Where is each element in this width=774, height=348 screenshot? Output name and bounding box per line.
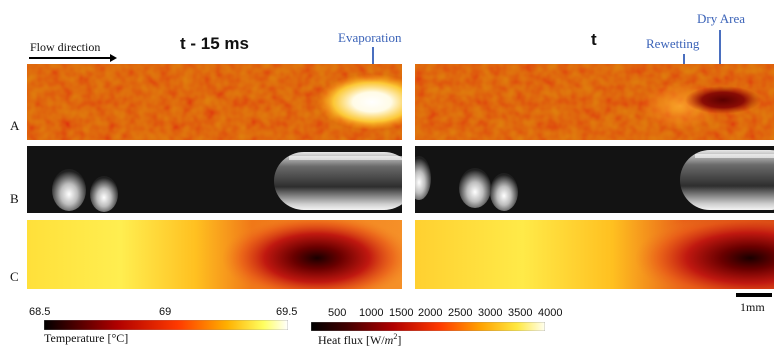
evaporation-annotation: Evaporation <box>338 30 402 45</box>
hf-tick-8: 4000 <box>538 307 563 319</box>
right-panel-title: t <box>591 30 597 49</box>
hf-tick-2: 1000 <box>359 307 384 319</box>
camera-image-right <box>415 146 774 213</box>
heat-flux-scale-label: Heat flux [W/m2] <box>318 332 402 347</box>
flow-arrow-icon <box>29 54 117 62</box>
heat-flux-map-left <box>27 220 402 289</box>
hf-tick-7: 3500 <box>508 307 533 319</box>
rewetting-annotation: Rewetting <box>646 36 700 51</box>
temperature-map-left <box>27 64 402 140</box>
temperature-map-right <box>415 64 774 140</box>
left-panel-title: t - 15 ms <box>180 34 249 53</box>
temp-tick-1: 68.5 <box>29 306 51 318</box>
hf-tick-6: 3000 <box>478 307 503 319</box>
heat-flux-map-right <box>415 220 774 289</box>
hf-tick-3: 1500 <box>389 307 414 319</box>
row-label-b: B <box>10 191 19 206</box>
temperature-scale-label: Temperature [°C] <box>44 331 129 345</box>
temp-tick-2: 69 <box>159 306 172 318</box>
scale-bar <box>736 293 772 297</box>
heat-flux-colorbar <box>311 322 545 331</box>
dry-area-annotation: Dry Area <box>697 11 746 26</box>
temp-tick-3: 69.5 <box>276 306 298 318</box>
camera-image-left <box>27 146 402 213</box>
row-label-c: C <box>10 269 19 284</box>
temperature-colorbar <box>44 320 288 330</box>
scale-bar-label: 1mm <box>740 300 765 314</box>
hf-tick-4: 2000 <box>418 307 443 319</box>
flow-direction-label: Flow direction <box>30 40 101 54</box>
hf-tick-1: 500 <box>328 307 347 319</box>
hf-tick-5: 2500 <box>448 307 473 319</box>
row-label-a: A <box>10 118 20 133</box>
